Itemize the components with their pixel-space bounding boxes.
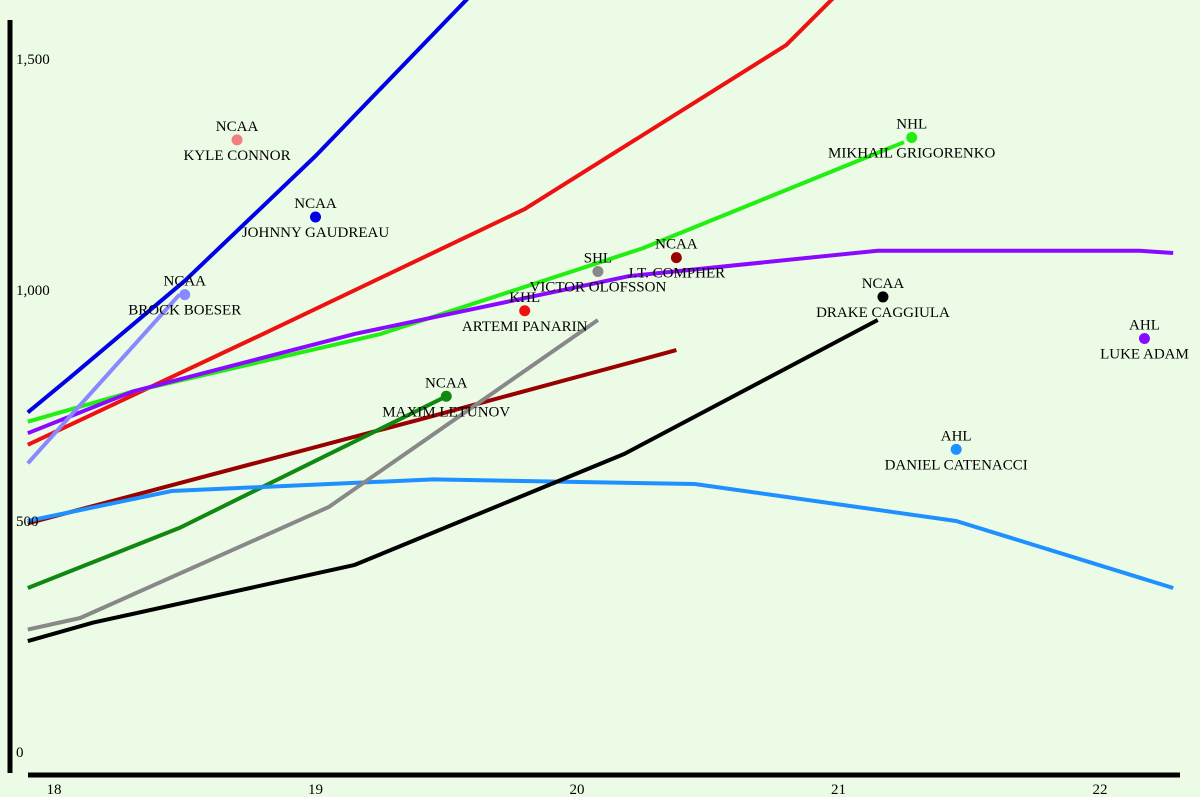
series-line-6 <box>27 394 448 590</box>
series-line-5 <box>27 348 677 526</box>
point-name-label: J.T. COMPHER <box>628 266 726 282</box>
point-league-label: SHL <box>584 251 612 267</box>
series-line-2 <box>27 140 905 424</box>
series-line-8 <box>27 318 600 632</box>
point-league-label: NCAA <box>655 237 698 253</box>
point-league-label: AHL <box>941 428 972 444</box>
points-layer: NCAA KYLE CONNOR NCAA JOHNNY GAUDREAU NCAA BR… <box>128 117 1189 474</box>
x-axis-ticks: 18 19 20 21 22 <box>47 782 1108 797</box>
point-league-label: NCAA <box>425 375 468 391</box>
series-line-3 <box>27 248 1174 436</box>
data-point-9: NCAA MAXIM LETUNOV <box>382 375 510 420</box>
x-tick-label: 19 <box>308 782 323 797</box>
point-league-label: AHL <box>1129 318 1160 334</box>
point-marker <box>670 252 682 264</box>
point-name-label: DANIEL CATENACCI <box>885 457 1028 473</box>
point-league-label: NCAA <box>163 274 206 290</box>
data-point-2: NCAA BROCK BOESER <box>128 274 241 319</box>
point-name-label: MAXIM LETUNOV <box>382 404 510 420</box>
data-point-10: AHL DANIEL CATENACCI <box>885 428 1028 473</box>
y-axis-ticks: 0 500 1,000 1,500 <box>16 52 50 761</box>
point-marker <box>592 266 604 278</box>
point-name-label: LUKE ADAM <box>1100 347 1189 363</box>
data-point-0: NCAA KYLE CONNOR <box>184 119 291 164</box>
data-point-7: NCAA DRAKE CAGGIULA <box>816 276 950 321</box>
data-point-8: AHL LUKE ADAM <box>1100 318 1189 363</box>
point-name-label: MIKHAIL GRIGORENKO <box>828 146 996 162</box>
point-marker <box>1138 333 1150 345</box>
series-line-9 <box>27 318 879 644</box>
x-tick-label: 20 <box>570 782 585 797</box>
point-marker <box>440 390 452 402</box>
point-marker <box>179 289 191 301</box>
point-name-label: JOHNNY GAUDREAU <box>242 225 390 241</box>
series-line-0 <box>26 0 470 414</box>
data-point-4: NCAA J.T. COMPHER <box>628 237 726 282</box>
point-marker <box>906 132 918 144</box>
y-tick-label: 1,000 <box>16 283 50 299</box>
point-marker <box>877 291 889 303</box>
x-tick-label: 21 <box>831 782 846 797</box>
point-name-label: VICTOR OLOFSSON <box>529 280 666 296</box>
point-league-label: NHL <box>896 117 927 133</box>
point-name-label: KYLE CONNOR <box>184 148 291 164</box>
point-marker <box>310 211 321 223</box>
x-tick-label: 18 <box>47 782 62 797</box>
data-point-3: NHL MIKHAIL GRIGORENKO <box>828 117 996 162</box>
series-line-7 <box>27 477 1174 590</box>
data-point-1: NCAA JOHNNY GAUDREAU <box>242 196 390 241</box>
y-tick-label: 1,500 <box>16 52 50 68</box>
point-league-label: NCAA <box>216 119 259 135</box>
series-line-4 <box>26 293 181 465</box>
point-name-label: DRAKE CAGGIULA <box>816 305 950 321</box>
data-point-6: KHL ARTEMI PANARIN <box>462 290 588 335</box>
series-line-1 <box>26 0 835 447</box>
x-tick-label: 22 <box>1093 782 1108 797</box>
data-point-5: SHL VICTOR OLOFSSON <box>529 251 666 296</box>
point-league-label: NCAA <box>294 196 337 212</box>
y-tick-label: 500 <box>16 514 39 530</box>
series-layer <box>26 0 1174 644</box>
point-league-label: NCAA <box>862 276 905 292</box>
point-marker <box>231 134 243 146</box>
point-marker <box>950 443 962 455</box>
point-name-label: ARTEMI PANARIN <box>462 319 588 335</box>
point-marker <box>519 305 531 317</box>
point-league-label: KHL <box>509 290 540 306</box>
y-tick-label: 0 <box>16 745 24 761</box>
point-name-label: BROCK BOESER <box>128 303 241 319</box>
